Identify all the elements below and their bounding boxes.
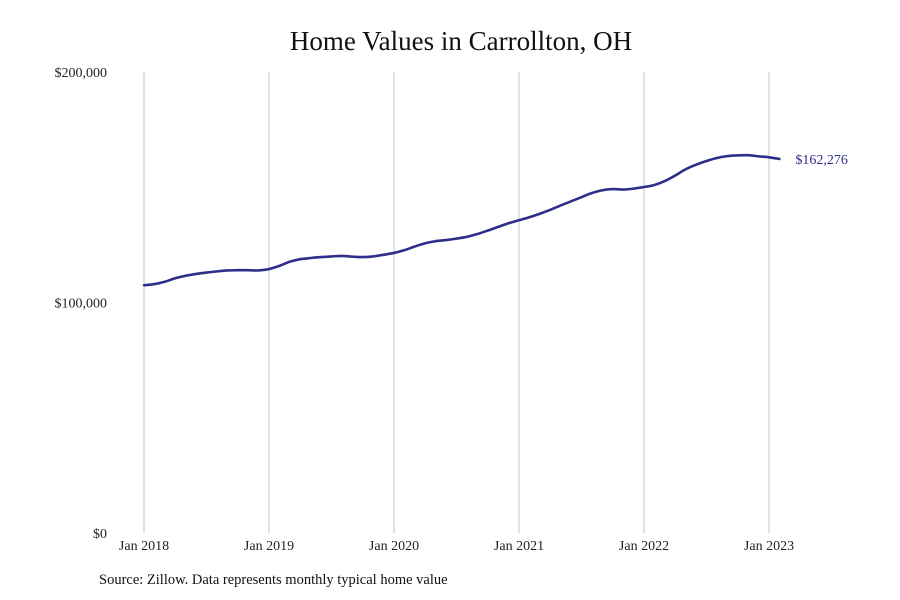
source-note: Source: Zillow. Data represents monthly … (99, 572, 448, 588)
y-tick-label: $100,000 (55, 297, 108, 312)
series-layer (142, 153, 781, 287)
x-tick-label: Jan 2023 (744, 539, 794, 554)
x-axis-ticks: Jan 2018 Jan 2019 Jan 2020 Jan 2021 Jan 2022… (119, 539, 794, 554)
y-tick-label: $0 (93, 527, 107, 542)
x-tick-label: Jan 2018 (119, 539, 169, 554)
gridlines (143, 72, 770, 533)
end-value-label: $162,276 (795, 153, 848, 168)
annotations: $162,276 (795, 153, 848, 168)
chart-title: Home Values in Carrollton, OH (289, 26, 633, 56)
x-tick-label: Jan 2022 (619, 539, 669, 554)
series-line (142, 153, 781, 287)
x-tick-label: Jan 2021 (494, 539, 544, 554)
x-tick-label: Jan 2019 (244, 539, 294, 554)
x-tick-label: Jan 2020 (369, 539, 419, 554)
y-tick-label: $200,000 (55, 66, 108, 81)
y-axis-ticks: $0 $100,000 $200,000 (55, 66, 108, 542)
